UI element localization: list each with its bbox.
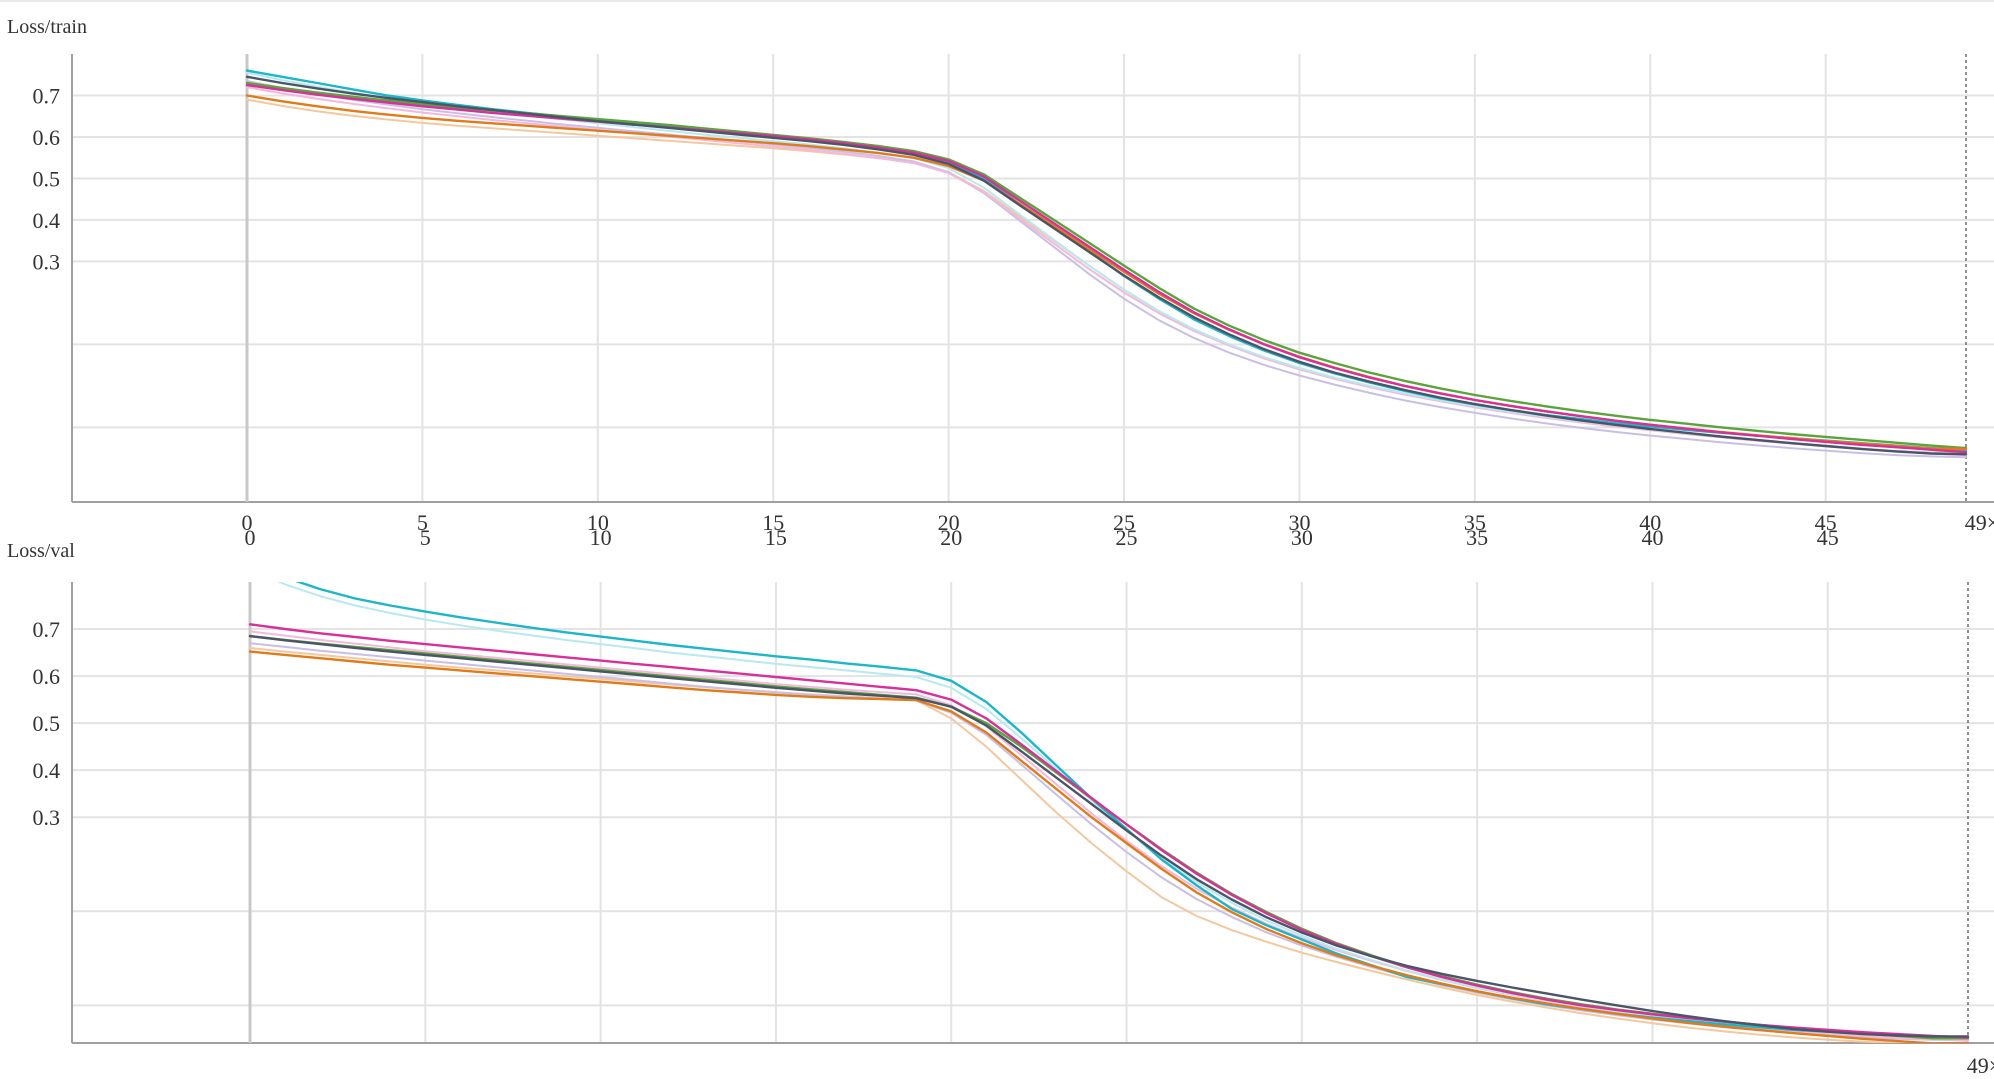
x-end-label: 49× xyxy=(1967,1053,1994,1078)
x-tick-label: 20 xyxy=(940,525,962,550)
x-tick-label: 15 xyxy=(762,510,784,535)
x-tick-label: 0 xyxy=(242,510,253,535)
x-tick-label: 25 xyxy=(1113,510,1135,535)
series-line xyxy=(246,80,1967,459)
y-tick-label: 0.4 xyxy=(33,758,61,783)
grid xyxy=(72,582,1994,1043)
x-tick-label: 5 xyxy=(417,510,428,535)
x-tick-label: 10 xyxy=(590,525,612,550)
series-group xyxy=(245,69,1968,459)
y-tick-label: 0.6 xyxy=(33,125,61,150)
loss-train-title: Loss/train xyxy=(7,16,87,38)
series-line xyxy=(246,86,1967,457)
x-tick-label: 25 xyxy=(1116,525,1138,550)
series-line xyxy=(277,582,1969,1038)
loss-val-panel: Loss/val 0.7 0.6 0.5 0.4 0.3 0 5 10 15 20 25 30 35 40… xyxy=(0,525,1994,1079)
loss-val-title: Loss/val xyxy=(7,540,75,562)
x-tick-label: 35 xyxy=(1466,525,1488,550)
loss-val-chart: 0.7 0.6 0.5 0.4 0.3 0 5 10 15 20 25 30 35 40 45 49× xyxy=(33,525,1994,1078)
series-line xyxy=(245,83,1968,454)
y-tick-label: 0.5 xyxy=(33,166,61,191)
x-tick-label: 5 xyxy=(420,525,431,550)
y-tick-label: 0.3 xyxy=(33,249,61,274)
series-line xyxy=(245,75,1968,456)
series-line xyxy=(249,642,1969,1042)
loss-train-chart: 0.7 0.6 0.5 0.4 0.3 0 5 10 15 20 25 30 35 40 45 49× xyxy=(33,54,1994,535)
series-line xyxy=(245,94,1968,451)
x-tick-label: 45 xyxy=(1815,510,1837,535)
x-end-label: 49× xyxy=(1965,510,1994,535)
y-tick-label: 0.6 xyxy=(33,664,61,689)
series-line xyxy=(248,623,1970,1039)
x-tick-label: 30 xyxy=(1291,525,1313,550)
series-line xyxy=(248,634,1970,1038)
x-tick-label: 0 xyxy=(245,525,256,550)
y-tick-label: 0.7 xyxy=(33,83,61,108)
x-tick-label: 20 xyxy=(938,510,960,535)
y-tick-label: 0.5 xyxy=(33,711,61,736)
x-tick-label: 30 xyxy=(1288,510,1310,535)
x-tick-label: 40 xyxy=(1641,525,1663,550)
series-group xyxy=(248,582,1970,1043)
series-line xyxy=(249,630,1969,1042)
y-tick-label: 0.3 xyxy=(33,805,61,830)
y-tick-label: 0.7 xyxy=(33,617,61,642)
x-tick-label: 15 xyxy=(765,525,787,550)
series-line xyxy=(249,646,1969,1043)
x-tick-label: 45 xyxy=(1817,525,1839,550)
y-tick-label: 0.4 xyxy=(33,208,61,233)
x-tick-label: 10 xyxy=(587,510,609,535)
top-divider xyxy=(0,0,1994,2)
series-line xyxy=(248,650,1970,1043)
x-tick-label: 40 xyxy=(1639,510,1661,535)
x-tick-label: 35 xyxy=(1464,510,1486,535)
loss-train-panel: Loss/train 0.7 0.6 0.5 0.4 0.3 0 5 10 15 20 25 30 35… xyxy=(0,0,1994,535)
series-line xyxy=(295,582,1970,1039)
